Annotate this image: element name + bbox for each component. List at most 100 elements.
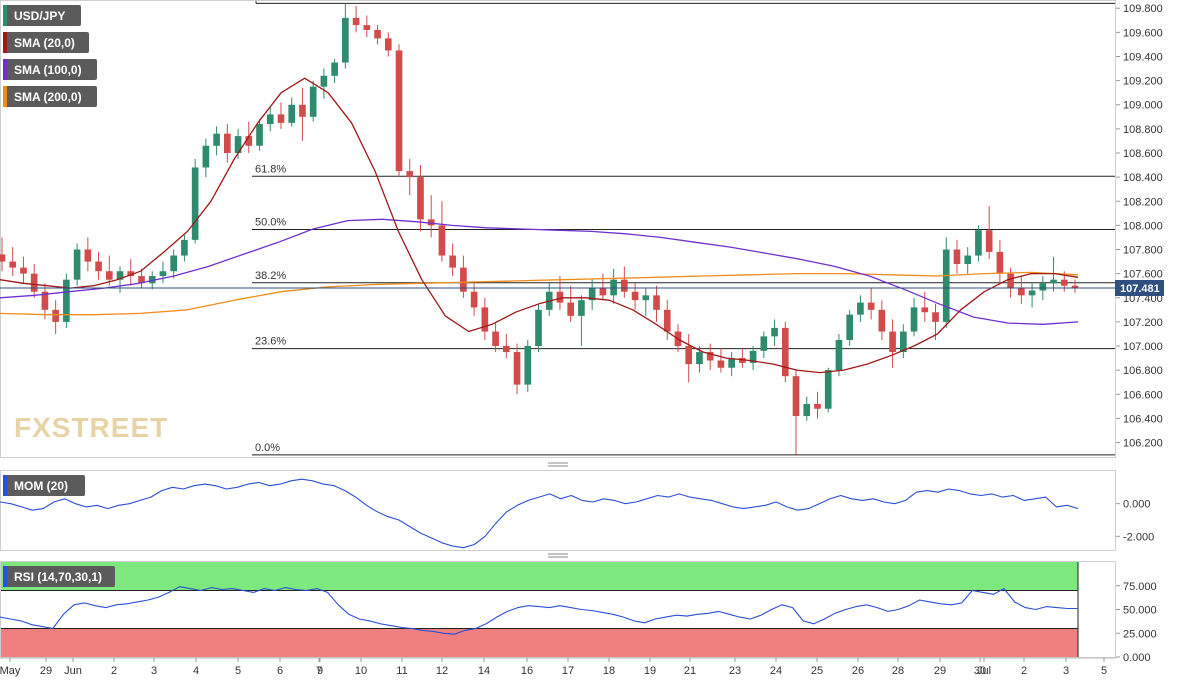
candle — [213, 126, 220, 156]
sma100-line — [0, 218, 1079, 325]
price-tick-label: 107.200 — [1123, 317, 1163, 329]
date-tick: 12 — [436, 658, 448, 677]
panel-splitter[interactable] — [548, 462, 568, 467]
date-tick: 5 — [235, 658, 241, 677]
price-tick: 107.600 — [1116, 269, 1163, 281]
candle — [1018, 276, 1025, 304]
price-tick-label: 106.200 — [1123, 438, 1163, 450]
date-tick: 17 — [562, 658, 574, 677]
date-tick-label: Jun — [64, 665, 82, 677]
momentum-tick: 0.000 — [1116, 499, 1151, 511]
fib-level: 50.0% — [252, 216, 1115, 230]
date-tick-label: Jul — [977, 665, 991, 677]
momentum-axis: 0.000 -2.000 — [1116, 499, 1154, 543]
legend-symbol[interactable]: USD/JPY — [3, 5, 81, 26]
price-tick-label: 109.400 — [1123, 51, 1163, 63]
candle — [138, 268, 145, 289]
candle — [277, 102, 285, 129]
price-tick-label: 106.600 — [1123, 389, 1163, 401]
rsi-zones — [1, 562, 1079, 657]
date-tick-label: 10 — [355, 665, 367, 677]
candle — [878, 300, 886, 340]
legend-sma100-label: SMA (100,0) — [14, 63, 82, 77]
candle — [556, 276, 564, 310]
candle — [835, 333, 843, 377]
candle — [706, 343, 714, 371]
sma20-line — [0, 77, 1079, 374]
date-tick: 3 — [1063, 658, 1069, 677]
price-tick-label: 107.800 — [1123, 245, 1163, 257]
date-tick-label: 28 — [892, 665, 904, 677]
legend-sma20-label: SMA (20,0) — [14, 36, 75, 50]
rsi-overbought-zone — [1, 562, 1078, 591]
date-tick: 29 — [934, 658, 946, 677]
rsi-line — [0, 586, 1078, 635]
date-tick-label: 29 — [934, 665, 946, 677]
fib-level: 61.8% — [252, 163, 1115, 177]
candle — [73, 243, 81, 286]
watermark: FXSTREET — [14, 412, 168, 443]
legend-momentum[interactable]: MOM (20) — [3, 475, 85, 496]
legend-sma200[interactable]: SMA (200,0) — [3, 86, 97, 107]
price-tick: 107.800 — [1116, 245, 1163, 257]
candle — [814, 391, 821, 419]
date-tick: 10 — [355, 658, 367, 677]
legend-sma200-label: SMA (200,0) — [14, 90, 82, 104]
date-tick: 19 — [644, 658, 656, 677]
price-tick: 109.000 — [1116, 100, 1163, 112]
candle — [41, 283, 49, 320]
fib-level: 38.2% — [252, 270, 1115, 284]
legend-momentum-label: MOM (20) — [14, 479, 68, 493]
legend-sma100[interactable]: SMA (100,0) — [3, 59, 97, 80]
candle — [427, 195, 435, 238]
candle — [685, 333, 693, 383]
candle — [406, 159, 414, 196]
candle — [288, 97, 296, 127]
rsi-axis: 75.000 50.000 25.000 0.000 — [1116, 581, 1157, 664]
candle — [256, 119, 263, 151]
price-tick-label: 109.000 — [1123, 100, 1163, 112]
candle — [224, 124, 231, 163]
fib-label: 61.8% — [255, 163, 286, 175]
candle — [932, 303, 939, 340]
price-tick: 108.000 — [1116, 220, 1163, 232]
candle — [921, 291, 929, 322]
candle — [1028, 283, 1036, 308]
candle — [663, 300, 671, 340]
price-tick: 109.400 — [1116, 51, 1163, 63]
candle — [170, 249, 178, 279]
candle — [116, 266, 124, 293]
price-tick-label: 109.800 — [1123, 3, 1163, 15]
date-tick-label: 7 — [316, 665, 322, 677]
date-tick: 2 — [111, 658, 117, 677]
momentum-series — [0, 478, 1079, 549]
fib-label: 50.0% — [255, 216, 286, 228]
date-tick-label: 6 — [277, 665, 283, 677]
rsi-tick-label: 50.000 — [1123, 605, 1157, 617]
candle — [824, 367, 832, 413]
momentum-tick-label: 0.000 — [1123, 499, 1151, 511]
candle — [513, 343, 521, 395]
rsi-tick: 75.000 — [1116, 581, 1157, 593]
date-tick-label: 24 — [770, 665, 782, 677]
date-tick: 25 — [811, 658, 823, 677]
panel-splitter[interactable] — [548, 553, 568, 558]
rsi-tick: 25.000 — [1116, 628, 1157, 640]
momentum-line — [0, 478, 1079, 549]
candle — [0, 237, 6, 272]
last-price-tag: 107.481 — [1115, 280, 1164, 296]
price-axis: 109.800 109.600 109.400 109.200 109.000 108.8… — [1116, 3, 1163, 450]
legend-rsi[interactable]: RSI (14,70,30,1) — [3, 566, 115, 587]
date-tick: 7 — [316, 658, 322, 677]
candle — [910, 297, 918, 337]
price-tick-label: 108.000 — [1123, 220, 1163, 232]
date-tick-label: 18 — [603, 665, 615, 677]
date-tick-label: 5 — [235, 665, 241, 677]
date-tick-label: 5 — [1101, 665, 1107, 677]
candle — [30, 263, 38, 298]
date-tick: 24 — [770, 658, 782, 677]
legend-sma20[interactable]: SMA (20,0) — [3, 32, 89, 53]
candle — [395, 44, 403, 178]
candle — [299, 87, 306, 141]
price-tick-label: 109.600 — [1123, 27, 1163, 39]
